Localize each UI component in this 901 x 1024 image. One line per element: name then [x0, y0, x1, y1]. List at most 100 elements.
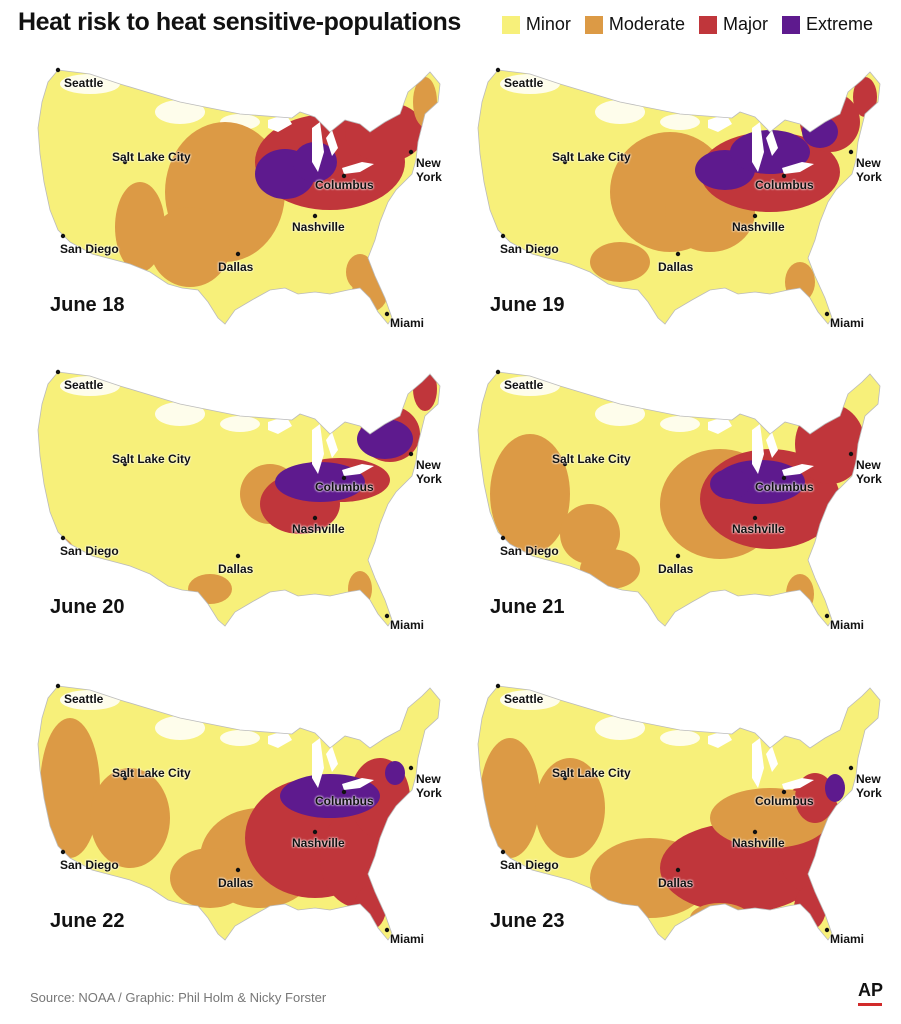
risk-area-major	[345, 102, 425, 162]
risk-area-major	[794, 886, 826, 930]
us-border	[477, 685, 881, 941]
panel-date: June 20	[50, 596, 125, 618]
city-label-sandiego: San Diego	[500, 858, 559, 872]
city-label-columbus: Columbus	[755, 794, 814, 808]
great-lake	[708, 730, 732, 748]
risk-area-moderate	[40, 718, 100, 858]
city-dot-seattle	[55, 369, 61, 375]
great-lake	[752, 122, 764, 172]
city-label-seattle: Seattle	[504, 76, 544, 90]
city-dot-slc	[562, 461, 568, 467]
great-lake	[326, 746, 338, 772]
city-label-sandiego: San Diego	[500, 544, 559, 558]
us-heat-map	[477, 683, 881, 941]
city-label-slc: Salt Lake City	[112, 766, 191, 780]
city-label-slc: Salt Lake City	[112, 150, 191, 164]
no-data-area	[155, 716, 205, 740]
risk-area-moderate	[590, 242, 650, 282]
page-title: Heat risk to heat sensitive-populations	[18, 8, 461, 36]
city-dot-sandiego	[500, 233, 506, 239]
risk-area-moderate	[150, 207, 230, 287]
no-data-area	[220, 730, 260, 746]
risk-area-extreme	[825, 774, 845, 802]
city-dot-nashville	[312, 829, 318, 835]
city-label-newyork: New York	[856, 156, 882, 184]
city-dot-nashville	[312, 213, 318, 219]
us-border	[37, 685, 441, 941]
risk-area-moderate	[170, 848, 250, 908]
great-lake	[312, 424, 324, 474]
legend-item-moderate: Moderate	[584, 14, 685, 35]
no-data-area	[660, 114, 700, 130]
city-dot-miami	[824, 613, 830, 619]
city-label-dallas: Dallas	[218, 876, 254, 890]
city-label-slc: Salt Lake City	[552, 452, 631, 466]
legend-swatch-minor	[501, 15, 520, 34]
no-data-area	[660, 416, 700, 432]
risk-area-moderate	[690, 903, 750, 933]
city-label-sandiego: San Diego	[500, 242, 559, 256]
city-dot-columbus	[341, 173, 347, 179]
risk-areas	[40, 690, 410, 930]
panel-date: June 19	[490, 294, 565, 316]
city-dot-columbus	[781, 475, 787, 481]
great-lake	[312, 122, 324, 172]
risk-area-extreme	[802, 116, 838, 148]
legend-swatch-moderate	[584, 15, 603, 34]
city-dot-dallas	[675, 251, 681, 257]
city-label-nashville: Nashville	[292, 522, 345, 536]
map-panel: Seattle Salt Lake City San Diego Dallas Nash…	[30, 364, 450, 664]
risk-area-moderate	[348, 571, 372, 607]
great-lake	[752, 424, 764, 474]
great-lake	[766, 130, 778, 156]
city-label-newyork-line2: York	[416, 472, 442, 486]
city-label-newyork-line1: New	[416, 772, 441, 786]
city-dot-miami	[384, 927, 390, 933]
us-heat-map	[37, 683, 441, 941]
risk-areas	[500, 74, 877, 302]
city-dot-columbus	[341, 475, 347, 481]
great-lake	[782, 778, 814, 790]
no-data-area	[155, 402, 205, 426]
city-label-newyork-line2: York	[856, 472, 882, 486]
risk-area-moderate	[560, 504, 620, 564]
city-dot-newyork	[408, 765, 414, 771]
city-label-columbus: Columbus	[315, 480, 374, 494]
city-dot-sandiego	[60, 849, 66, 855]
legend-label-minor: Minor	[525, 14, 571, 34]
city-dot-newyork	[848, 765, 854, 771]
us-border	[37, 69, 441, 325]
us-border	[477, 69, 881, 325]
legend-item-extreme: Extreme	[781, 14, 873, 35]
city-label-seattle: Seattle	[64, 692, 104, 706]
city-dot-nashville	[752, 515, 758, 521]
city-dot-sandiego	[500, 535, 506, 541]
great-lake	[326, 432, 338, 458]
city-label-newyork-line1: New	[856, 156, 881, 170]
us-heat-map	[477, 369, 881, 627]
great-lake	[326, 130, 338, 156]
ap-logo-underline	[858, 1003, 882, 1006]
city-dot-seattle	[55, 683, 61, 689]
great-lake	[268, 416, 292, 434]
city-label-sandiego: San Diego	[60, 544, 119, 558]
no-data-area	[220, 416, 260, 432]
city-dot-slc	[122, 775, 128, 781]
risk-area-moderate	[786, 574, 814, 614]
city-label-newyork: New York	[416, 156, 442, 184]
city-label-miami: Miami	[830, 932, 865, 946]
city-label-newyork-line2: York	[416, 786, 442, 800]
risk-area-moderate	[90, 768, 170, 868]
city-label-dallas: Dallas	[218, 562, 254, 576]
legend-label-extreme: Extreme	[805, 14, 873, 34]
city-label-dallas: Dallas	[658, 260, 694, 274]
city-label-newyork: New York	[416, 458, 442, 486]
city-label-miami: Miami	[390, 316, 425, 330]
city-dot-dallas	[235, 867, 241, 873]
city-dot-newyork	[848, 149, 854, 155]
us-border	[37, 371, 441, 627]
city-label-miami: Miami	[390, 618, 425, 632]
map-panel: Seattle Salt Lake City San Diego Dallas Nash…	[470, 62, 890, 362]
panel-date: June 18	[50, 294, 125, 316]
city-dot-columbus	[781, 173, 787, 179]
